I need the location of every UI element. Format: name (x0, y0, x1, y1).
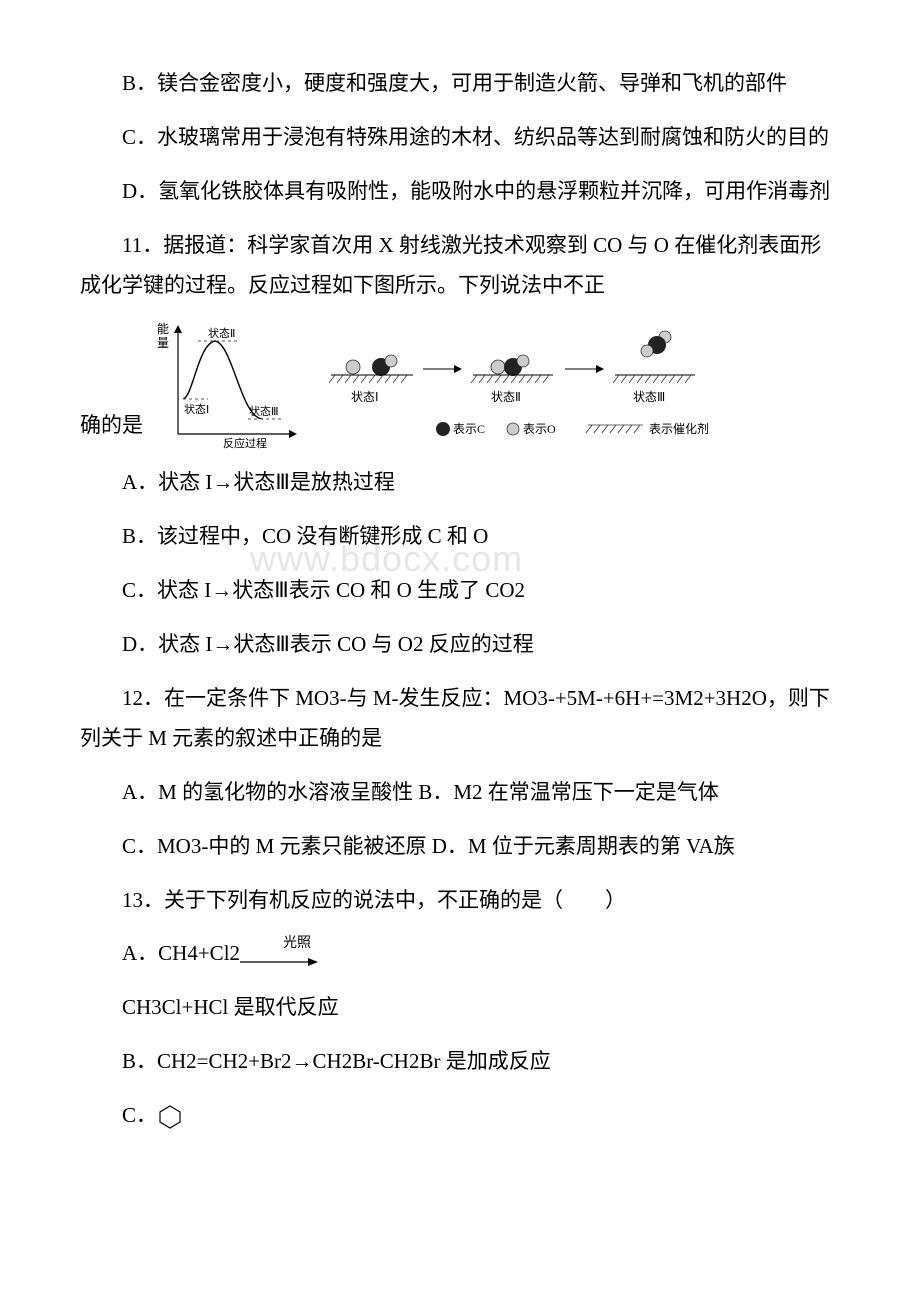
q10-option-b: B．镁合金密度小，硬度和强度大，可用于制造火箭、导弹和飞机的部件 (80, 64, 840, 104)
x-axis-label: 反应过程 (223, 436, 267, 449)
q13-option-a-line1: A．CH4+Cl2 光照 (80, 934, 840, 974)
q11-option-d: D．状态 I→状态Ⅲ表示 CO 与 O2 反应的过程 (80, 625, 840, 665)
q11-states-diagram: 状态Ⅰ 状态Ⅱ (313, 319, 743, 449)
q13-option-a-prefix: A．CH4+Cl2 (122, 941, 240, 965)
q11-energy-curve: 能 量 状态Ⅱ 状态Ⅰ 状态Ⅲ 反应过程 (153, 319, 303, 449)
curve-state1-label: 状态Ⅰ (184, 402, 209, 416)
benzene-ring-icon (157, 1104, 183, 1130)
q12-stem: 12．在一定条件下 MO3-与 M-发生反应：MO3-+5M-+6H+=3M2+… (80, 679, 840, 759)
q13-option-a-line2: CH3Cl+HCl 是取代反应 (80, 988, 840, 1028)
q13-option-b: B．CH2=CH2+Br2→CH2Br-CH2Br 是加成反应 (80, 1042, 840, 1082)
q11-option-a: A．状态 I→状态Ⅲ是放热过程 (80, 463, 840, 503)
curve-state3-label: 状态Ⅲ (249, 404, 279, 418)
state3-label: 状态Ⅲ (633, 390, 665, 404)
q12-option-ab: A．M 的氢化物的水溶液呈酸性 B．M2 在常温常压下一定是气体 (80, 773, 840, 813)
legend-o: 表示O (523, 422, 556, 436)
legend-c: 表示C (453, 422, 485, 436)
arrow-icon (240, 957, 320, 967)
q11-option-b: B．该过程中，CO 没有断键形成 C 和 O (80, 517, 840, 557)
q13-stem: 13．关于下列有机反应的说法中，不正确的是（ ） (80, 881, 840, 921)
q11-stem-suffix: 确的是 (80, 406, 143, 450)
svg-text:量: 量 (157, 336, 169, 350)
q13-option-c: C． (80, 1096, 840, 1136)
reaction-arrow: 光照 (240, 945, 320, 967)
arrow-label: 光照 (240, 931, 312, 958)
q10-option-c: C．水玻璃常用于浸泡有特殊用途的木材、纺织品等达到耐腐蚀和防火的目的 (80, 118, 840, 158)
curve-state2-label: 状态Ⅱ (208, 326, 235, 340)
state2-label: 状态Ⅱ (491, 390, 521, 404)
q13-option-c-prefix: C． (122, 1103, 157, 1127)
q11-option-c: C．状态 I→状态Ⅲ表示 CO 和 O 生成了 CO2 (80, 571, 840, 611)
y-axis-label: 能 (157, 322, 169, 336)
q12-option-cd: C．MO3-中的 M 元素只能被还原 D．M 位于元素周期表的第 VA族 (80, 827, 840, 867)
q11-diagram-row: 确的是 能 量 状态Ⅱ 状态Ⅰ 状态Ⅲ 反应过程 (80, 319, 840, 449)
q10-option-d: D．氢氧化铁胶体具有吸附性，能吸附水中的悬浮颗粒并沉降，可用作消毒剂 (80, 172, 840, 212)
state1-label: 状态Ⅰ (351, 390, 379, 404)
q11-stem: 11．据报道：科学家首次用 X 射线激光技术观察到 CO 与 O 在催化剂表面形… (80, 226, 840, 306)
legend-catalyst: 表示催化剂 (649, 421, 709, 436)
